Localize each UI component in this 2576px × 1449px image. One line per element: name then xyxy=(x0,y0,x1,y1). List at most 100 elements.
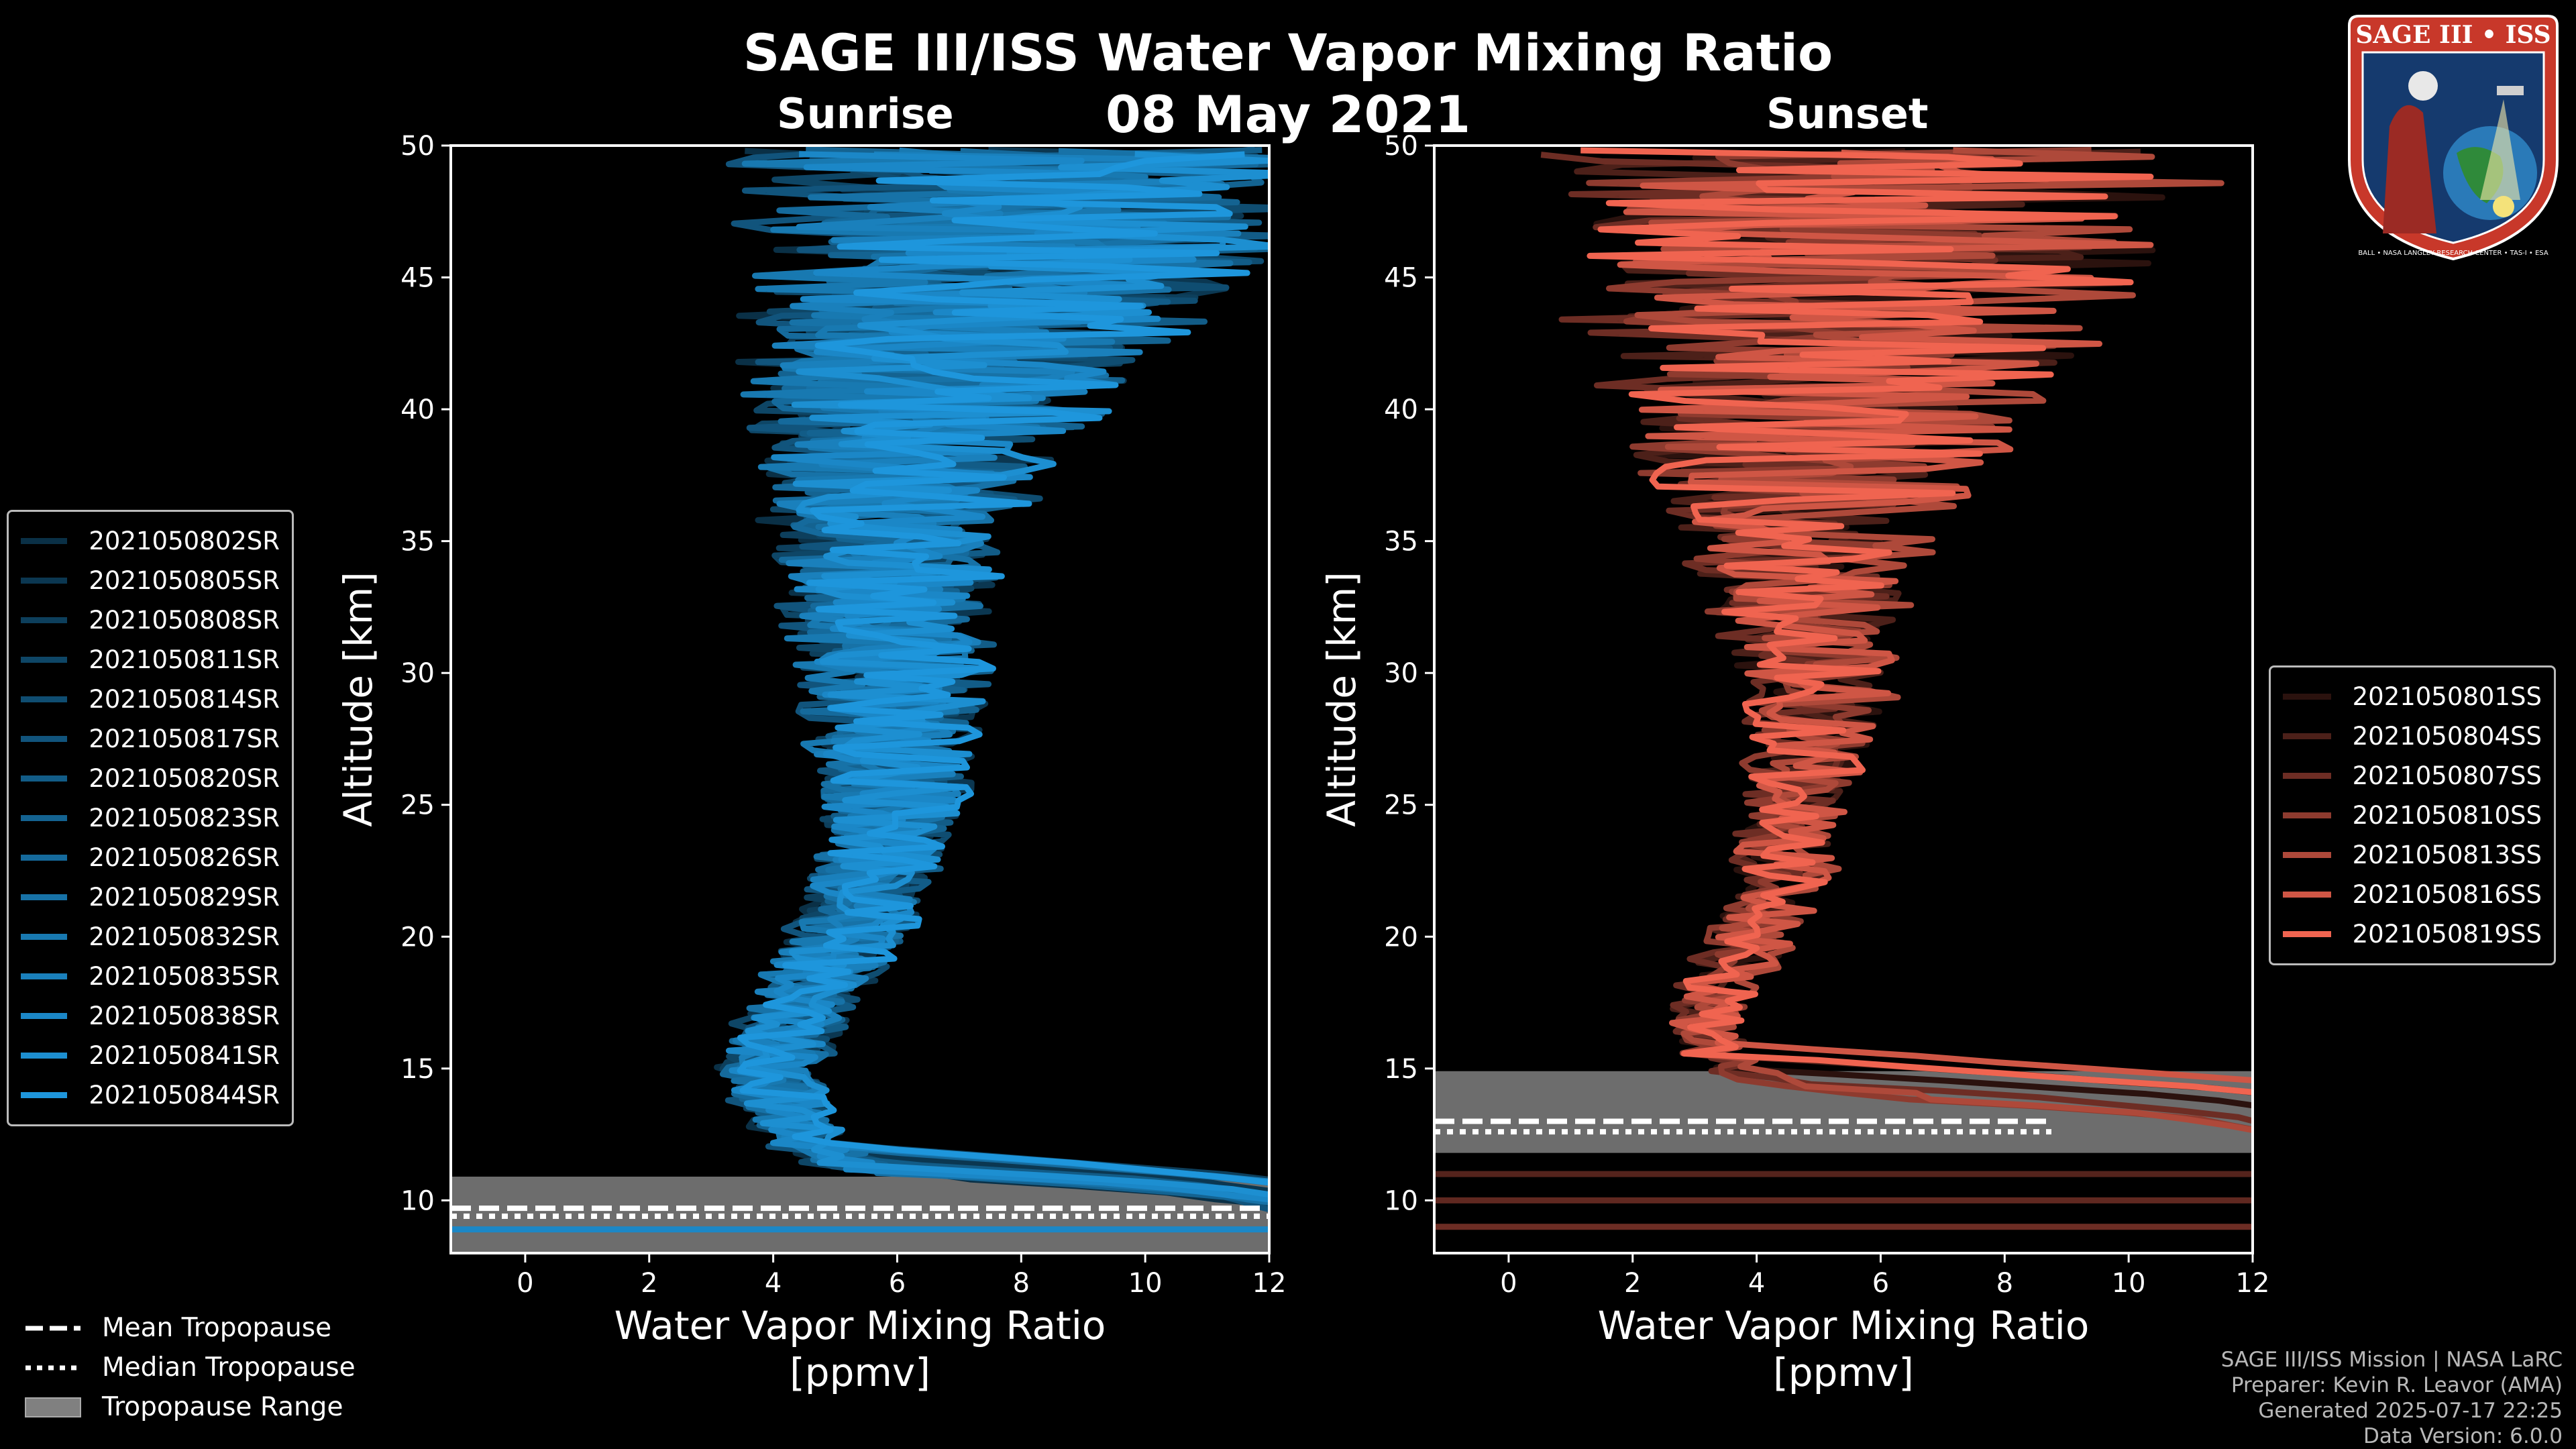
legend-swatch xyxy=(2283,852,2331,858)
x-axis-label: [ppmv] xyxy=(790,1350,930,1395)
legend-label: 2021050813SS xyxy=(2352,841,2542,869)
legend-swatch xyxy=(21,815,68,821)
y-tick-label: 10 xyxy=(1384,1185,1418,1216)
iss-station-icon xyxy=(2497,86,2524,95)
legend-swatch xyxy=(21,1053,68,1059)
dashed-line-swatch xyxy=(25,1326,80,1330)
x-tick-label: 4 xyxy=(765,1268,782,1299)
legend-label: 2021050811SR xyxy=(89,645,280,674)
dotted-line-swatch xyxy=(25,1365,80,1370)
legend-label: 2021050817SR xyxy=(89,724,280,753)
legend-label: 2021050820SR xyxy=(89,764,280,793)
y-tick-label: 35 xyxy=(400,527,435,557)
legend-swatch xyxy=(21,578,68,584)
x-tick-label: 4 xyxy=(1748,1268,1765,1299)
y-tick-label: 20 xyxy=(400,922,435,953)
legend-label: 2021050816SS xyxy=(2352,880,2542,909)
y-tick-label: 40 xyxy=(1384,394,1418,425)
x-tick-label: 2 xyxy=(641,1268,657,1299)
legend-swatch xyxy=(2283,694,2331,700)
sun-icon xyxy=(2493,196,2514,217)
y-tick-label: 50 xyxy=(1384,131,1418,162)
legend-swatch xyxy=(2283,892,2331,898)
logo-ring-text: BALL • NASA LANGLEY RESEARCH CENTER • TA… xyxy=(2358,250,2548,257)
legend-entry-2021050820SR: 2021050820SR xyxy=(21,759,280,798)
legend-label: 2021050838SR xyxy=(89,1002,280,1030)
legend-label: 2021050807SS xyxy=(2352,761,2542,790)
legend-swatch xyxy=(2283,931,2331,937)
legend-swatch xyxy=(21,934,68,940)
legend-entry-2021050804SS: 2021050804SS xyxy=(2283,716,2542,756)
x-tick-label: 6 xyxy=(1872,1268,1889,1299)
y-tick-label: 35 xyxy=(1384,527,1418,557)
legend-label: 2021050819SS xyxy=(2352,920,2542,949)
x-axis-label: Water Vapor Mixing Ratio xyxy=(1598,1303,2090,1348)
legend-swatch xyxy=(21,855,68,861)
x-axis-label: [ppmv] xyxy=(1773,1350,1914,1395)
wizard-figure-icon xyxy=(2383,105,2436,233)
legend-swatch xyxy=(21,775,68,782)
legend-entry-2021050813SS: 2021050813SS xyxy=(2283,835,2542,875)
y-axis-label: Altitude [km] xyxy=(1319,572,1364,826)
legend-label: 2021050814SR xyxy=(89,685,280,714)
x-tick-label: 8 xyxy=(1996,1268,2013,1299)
plot-frame xyxy=(1433,144,2254,1254)
legend-label: 2021050829SR xyxy=(89,883,280,912)
y-tick-label: 25 xyxy=(1384,790,1418,821)
legend-label: 2021050804SS xyxy=(2352,722,2542,751)
legend-tropopause-range: Tropopause Range xyxy=(24,1387,356,1427)
legend-swatch xyxy=(2283,773,2331,779)
legend-swatch xyxy=(2283,733,2331,739)
logo-text: SAGE III • ISS xyxy=(2355,21,2551,49)
y-tick-label: 25 xyxy=(400,790,435,821)
range-fill-swatch xyxy=(25,1397,81,1417)
legend-entry-2021050802SR: 2021050802SR xyxy=(21,521,280,561)
sunrise-panel-title: Sunrise xyxy=(777,89,954,138)
plot-area xyxy=(1434,147,2253,1230)
y-tick-label: 10 xyxy=(400,1185,435,1216)
legend-label: 2021050810SS xyxy=(2352,801,2542,830)
x-tick-label: 6 xyxy=(889,1268,906,1299)
x-tick-label: 10 xyxy=(1128,1268,1163,1299)
page-title: SAGE III/ISS Water Vapor Mixing Ratio xyxy=(743,23,1833,83)
credits: SAGE III/ISS Mission | NASA LaRC Prepare… xyxy=(2220,1348,2563,1448)
legend-swatch xyxy=(21,696,68,702)
legend-swatch xyxy=(2283,812,2331,818)
legend-median-tropopause: Median Tropopause xyxy=(24,1348,356,1387)
x-tick-label: 2 xyxy=(1624,1268,1641,1299)
y-tick-label: 15 xyxy=(1384,1054,1418,1085)
legend-entry-2021050817SR: 2021050817SR xyxy=(21,719,280,759)
legend-swatch xyxy=(21,736,68,742)
legend-entry-2021050816SS: 2021050816SS xyxy=(2283,875,2542,914)
x-tick-label: 8 xyxy=(1013,1268,1030,1299)
y-tick-label: 15 xyxy=(400,1054,435,1085)
sage-iii-iss-mission-logo: SAGE III • ISS BALL • NASA LANGLEY RESEA… xyxy=(2348,15,2559,261)
legend-entry-2021050823SR: 2021050823SR xyxy=(21,798,280,838)
y-axis-label: Altitude [km] xyxy=(335,572,381,826)
profile-line-2021050844SR xyxy=(737,151,1269,1186)
legend-entry-2021050814SR: 2021050814SR xyxy=(21,680,280,719)
legend-entry-2021050835SR: 2021050835SR xyxy=(21,957,280,996)
legend-entry-2021050810SS: 2021050810SS xyxy=(2283,796,2542,835)
legend-swatch xyxy=(21,538,68,544)
legend-entry-2021050819SS: 2021050819SS xyxy=(2283,914,2542,954)
y-tick-label: 30 xyxy=(400,658,435,689)
legend-label: 2021050805SR xyxy=(89,566,280,595)
legend-swatch xyxy=(21,894,68,900)
sunset-panel-title: Sunset xyxy=(1766,89,1929,138)
legend-swatch xyxy=(21,973,68,979)
legend-label: 2021050841SR xyxy=(89,1041,280,1070)
legend-entry-2021050838SR: 2021050838SR xyxy=(21,996,280,1036)
legend-swatch xyxy=(21,1092,68,1098)
legend-entry-2021050801SS: 2021050801SS xyxy=(2283,677,2542,716)
y-tick-label: 20 xyxy=(1384,922,1418,953)
legend-entry-2021050808SR: 2021050808SR xyxy=(21,600,280,640)
profile-line-2021050819SS xyxy=(1580,147,2253,1095)
legend-entry-2021050829SR: 2021050829SR xyxy=(21,877,280,917)
legend-label: 2021050802SR xyxy=(89,527,280,555)
sunrise-legend: 2021050802SR 2021050805SR 2021050808SR 2021… xyxy=(7,510,294,1126)
plot-sunset: 0 2 4 6 8 10 12 10 15 20 25 30 35 40 45 50 Water Vapor M… xyxy=(1319,131,2269,1395)
legend-swatch xyxy=(21,657,68,663)
y-tick-label: 50 xyxy=(400,131,435,162)
sunset-legend: 2021050801SS 2021050804SS 2021050807SS 2021… xyxy=(2269,665,2556,965)
